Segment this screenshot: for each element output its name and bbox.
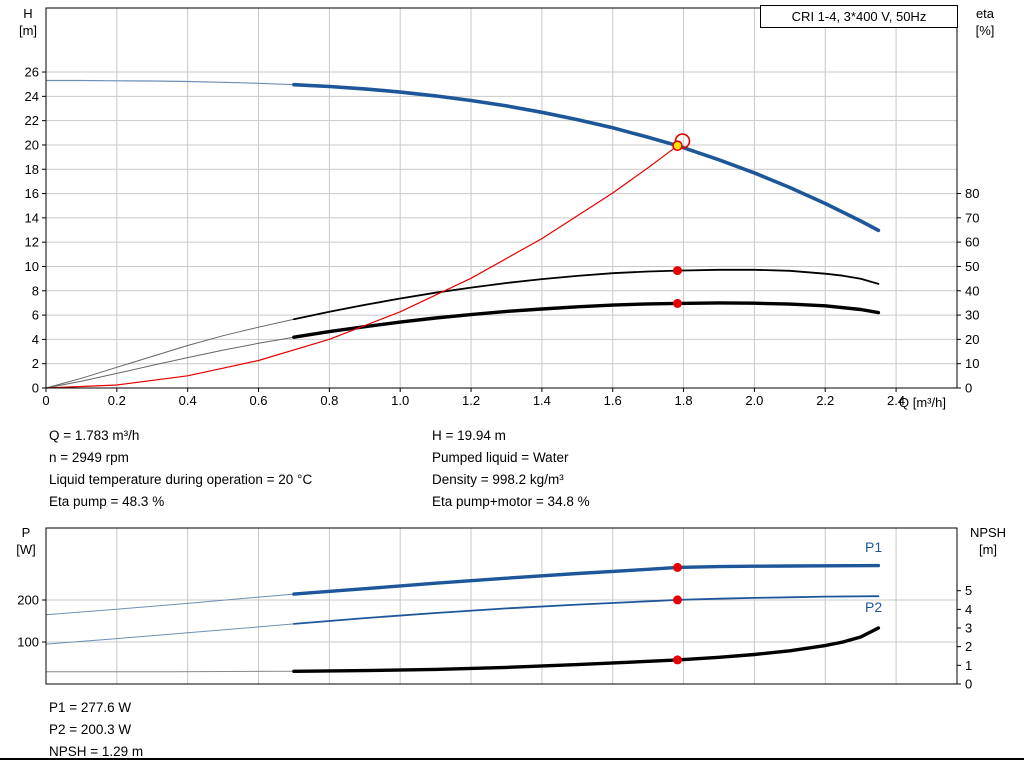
y-right-tick-label: 1 <box>965 658 972 673</box>
p-axis-unit: [W] <box>16 542 36 557</box>
info-flow: Q = 1.783 m³/h <box>49 428 140 443</box>
y-right-tick-label: 80 <box>965 186 979 201</box>
info-pumped-liquid: Pumped liquid = Water <box>432 450 569 465</box>
x-tick-label: 1.2 <box>462 393 480 408</box>
info-density: Density = 998.2 kg/m³ <box>432 472 564 487</box>
y-right-tick-label: 60 <box>965 235 979 250</box>
eta-pump-motor-curve-thin <box>45 336 295 389</box>
system-curve <box>45 145 679 389</box>
y-left-tick-label: 22 <box>25 113 39 128</box>
p2-curve-thin <box>45 623 295 645</box>
eta-pump-motor-duty-dot <box>673 298 682 308</box>
eta-pump-curve <box>293 268 880 321</box>
p-axis-label: P [W] <box>8 524 44 558</box>
eta-pump-curve-thin <box>45 318 295 389</box>
y-left-tick-label: 4 <box>32 332 39 347</box>
footer-divider <box>0 758 1024 760</box>
y-right-tick-label: 0 <box>965 677 972 692</box>
eta-axis-unit: [%] <box>975 23 995 38</box>
y-left-tick-label: 20 <box>25 137 39 152</box>
x-tick-label: 0.2 <box>108 393 126 408</box>
info-p2: P2 = 200.3 W <box>49 722 132 737</box>
y-right-tick-label: 10 <box>965 356 979 371</box>
y-left-tick-label: 8 <box>32 283 39 298</box>
h-axis-unit: [m] <box>18 23 38 38</box>
info-eta-pump-motor: Eta pump+motor = 34.8 % <box>432 494 590 509</box>
x-tick-label: 0 <box>42 393 49 408</box>
y-left-tick-label: 16 <box>25 186 39 201</box>
y-left-tick-label: 10 <box>25 259 39 274</box>
y-right-tick-label: 5 <box>965 583 972 598</box>
npsh-axis-label: NPSH [m] <box>958 524 1018 558</box>
y-left-tick-label: 12 <box>25 235 39 250</box>
eta-axis-label: eta [%] <box>962 5 1008 39</box>
eta-pump-duty-dot <box>673 266 682 276</box>
eta-axis-name: eta <box>975 6 995 21</box>
info-p1: P1 = 277.6 W <box>49 700 132 715</box>
qh-curve <box>292 82 881 233</box>
p1-curve-thin <box>45 593 295 616</box>
p2-curve-label: P2 <box>865 599 883 615</box>
y-left-tick-label: 26 <box>25 65 39 80</box>
h-axis-name: H <box>23 6 33 21</box>
h-axis-label: H [m] <box>10 5 46 39</box>
y-left-tick-label: 24 <box>25 89 39 104</box>
x-tick-label: 2.4 <box>887 393 905 408</box>
info-liquid-temperature: Liquid temperature during operation = 20… <box>49 472 313 487</box>
x-tick-label: 1.4 <box>533 393 551 408</box>
x-tick-label: 0.4 <box>179 393 197 408</box>
x-tick-label: 1.0 <box>391 393 409 408</box>
info-npsh: NPSH = 1.29 m <box>49 744 144 759</box>
plot-frame <box>45 7 958 389</box>
info-head: H = 19.94 m <box>432 428 506 443</box>
y-right-tick-label: 30 <box>965 308 979 323</box>
npsh-curve <box>292 626 881 673</box>
info-eta-pump: Eta pump = 48.3 % <box>49 494 165 509</box>
x-tick-label: 0.8 <box>320 393 338 408</box>
pump-title-box: CRI 1-4, 3*400 V, 50Hz <box>760 5 958 28</box>
y-left-tick-label: 18 <box>25 162 39 177</box>
duty-info-left-column: Q = 1.783 m³/h n = 2949 rpm Liquid tempe… <box>49 425 312 513</box>
y-left-tick-label: 200 <box>17 592 39 607</box>
plot-frame <box>45 527 958 685</box>
y-right-tick-label: 3 <box>965 621 972 636</box>
y-right-tick-label: 50 <box>965 259 979 274</box>
info-speed: n = 2949 rpm <box>49 450 129 465</box>
y-right-tick-label: 0 <box>965 381 972 396</box>
qh-curve-thin <box>45 79 295 86</box>
y-left-tick-label: 14 <box>25 210 39 225</box>
x-tick-label: 1.8 <box>675 393 693 408</box>
y-left-tick-label: 100 <box>17 634 39 649</box>
p2-curve <box>293 595 880 625</box>
y-right-tick-label: 2 <box>965 639 972 654</box>
y-left-tick-label: 0 <box>32 381 39 396</box>
x-tick-label: 0.6 <box>249 393 267 408</box>
p-axis-name: P <box>21 525 31 540</box>
p2-duty-dot <box>673 595 682 605</box>
p1-curve <box>292 563 881 596</box>
y-right-tick-label: 40 <box>965 283 979 298</box>
duty-info-right-column: H = 19.94 m Pumped liquid = Water Densit… <box>432 425 590 513</box>
npsh-axis-unit: [m] <box>978 542 998 557</box>
power-info-column: P1 = 277.6 W P2 = 200.3 W NPSH = 1.29 m <box>49 697 143 763</box>
x-tick-label: 2.2 <box>816 393 834 408</box>
p1-duty-dot <box>673 562 682 572</box>
x-tick-label: 1.6 <box>604 393 622 408</box>
y-left-tick-label: 2 <box>32 356 39 371</box>
y-right-tick-label: 20 <box>965 332 979 347</box>
npsh-axis-name: NPSH <box>969 525 1007 540</box>
y-right-tick-label: 4 <box>965 602 972 617</box>
y-left-tick-label: 6 <box>32 308 39 323</box>
eta-pump-motor-curve <box>292 301 881 339</box>
duty-point[interactable] <box>672 140 683 151</box>
x-tick-label: 2.0 <box>745 393 763 408</box>
y-right-tick-label: 70 <box>965 210 979 225</box>
p1-curve-label: P1 <box>865 539 883 555</box>
q-axis-label: Q [m³/h] <box>899 395 946 410</box>
npsh-duty-dot <box>673 655 682 665</box>
